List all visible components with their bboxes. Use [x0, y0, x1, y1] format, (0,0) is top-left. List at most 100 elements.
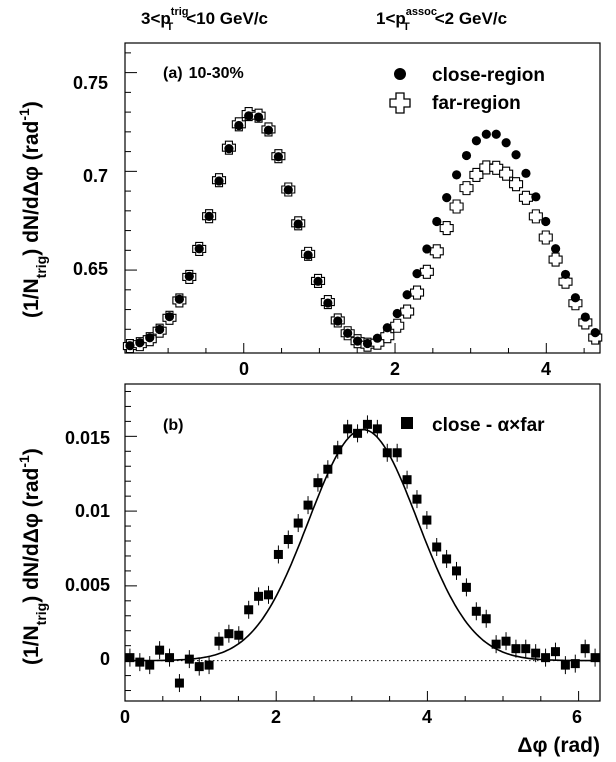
difference-point	[511, 644, 521, 654]
panel-b-xtick-label: 0	[120, 707, 130, 727]
difference-point	[422, 515, 432, 525]
trigger-pt-range: 3<ptrig T <10 GeV/c	[141, 6, 268, 33]
panel-a-ytick-label: 0.7	[83, 166, 108, 186]
difference-point	[224, 629, 234, 639]
difference-point	[461, 582, 471, 592]
difference-point	[570, 659, 580, 669]
difference-point	[402, 475, 412, 485]
difference-point	[412, 494, 422, 504]
panel-b-xtick-label: 4	[422, 707, 432, 727]
close-region-point	[422, 244, 432, 254]
close-region-point	[313, 276, 323, 286]
panel-b-y-axis-label: (1/Ntrig) dN/dΔφ (rad-1)	[16, 448, 49, 665]
close-region-point	[214, 176, 224, 186]
difference-point	[174, 678, 184, 688]
close-region-point	[580, 312, 590, 322]
legend-marker-difference	[401, 417, 413, 429]
close-region-point	[194, 244, 204, 254]
panel-a-ytick-label: 0.65	[73, 259, 108, 279]
close-region-point	[541, 216, 551, 227]
close-region-point	[224, 144, 234, 154]
close-region-point	[293, 219, 303, 229]
panel-b-ytick-label: 0	[100, 649, 110, 669]
difference-point	[362, 419, 372, 429]
close-region-point	[491, 129, 501, 139]
difference-point	[184, 654, 194, 664]
difference-point	[471, 606, 481, 616]
assoc-pt-range: 1<passoc T <2 GeV/c	[376, 6, 507, 33]
panel-a-xtick-label: 0	[239, 359, 249, 379]
close-region-point	[570, 293, 581, 303]
difference-point	[353, 428, 363, 438]
close-region-point	[501, 138, 511, 148]
difference-point	[293, 518, 303, 528]
difference-point	[125, 653, 135, 663]
difference-point	[541, 653, 551, 663]
legend-marker-close-region	[394, 68, 406, 80]
difference-point	[442, 554, 452, 564]
close-region-point	[174, 294, 184, 304]
difference-point	[343, 424, 353, 434]
panel-b: 0 0.005 0.01 0.015 0 2 4 6 (1/Ntrig) dN/…	[16, 383, 601, 757]
far-region-point	[449, 199, 464, 214]
far-region-point	[538, 230, 553, 245]
difference-point	[263, 590, 273, 600]
far-region-point	[419, 264, 434, 279]
panel-a-xtick-label: 2	[390, 359, 400, 379]
close-region-point	[521, 168, 531, 178]
close-region-point	[372, 333, 383, 343]
close-region-point	[263, 125, 274, 135]
difference-point	[214, 636, 224, 646]
panel-b-frame	[124, 383, 601, 702]
difference-point	[155, 645, 165, 655]
far-region-point	[439, 220, 454, 236]
panel-b-ytick-label: 0.015	[65, 428, 110, 448]
close-region-point	[382, 323, 392, 333]
x-axis-label: Δφ (rad)	[517, 734, 600, 757]
close-region-point	[244, 111, 254, 121]
panel-b-ytick-label: 0.01	[75, 501, 110, 521]
close-region-point	[184, 271, 194, 281]
close-region-point	[145, 333, 155, 343]
close-region-point	[451, 170, 462, 180]
difference-point	[204, 660, 214, 670]
difference-point	[432, 542, 442, 552]
far-region-point	[508, 177, 524, 192]
close-region-point	[392, 308, 402, 319]
difference-point	[135, 657, 145, 667]
legend-label-difference: close - α×far	[432, 415, 545, 436]
difference-point	[333, 445, 343, 455]
difference-point	[382, 448, 392, 458]
difference-point	[303, 500, 313, 510]
difference-point	[323, 464, 333, 474]
close-region-point	[125, 341, 135, 351]
close-region-point	[551, 244, 561, 254]
far-region-point	[548, 252, 563, 267]
close-region-point	[155, 324, 165, 335]
close-region-point	[352, 336, 363, 346]
difference-point	[501, 636, 511, 646]
difference-point	[194, 662, 204, 672]
difference-point	[372, 424, 382, 434]
panel-a-xtick-label: 4	[541, 359, 551, 379]
far-region-point	[429, 244, 444, 259]
legend-b: close - α×far	[401, 415, 545, 436]
difference-point	[244, 605, 254, 615]
panel-b-xtick-label: 6	[572, 707, 582, 727]
close-region-point	[164, 312, 175, 322]
close-region-point	[590, 328, 600, 338]
difference-point	[481, 614, 491, 624]
close-region-point	[560, 269, 571, 280]
far-region-point	[400, 304, 415, 319]
panel-b-xtick-label: 2	[271, 707, 281, 727]
gaussian-fit-curve	[125, 428, 600, 662]
close-region-point	[283, 185, 293, 195]
close-region-point	[442, 193, 452, 203]
close-region-point	[323, 298, 333, 308]
far-region-point	[380, 329, 395, 344]
close-region-point	[362, 338, 373, 349]
close-region-point	[481, 129, 491, 139]
difference-point	[590, 653, 600, 663]
panel-b-ytick-label: 0.005	[65, 575, 110, 595]
